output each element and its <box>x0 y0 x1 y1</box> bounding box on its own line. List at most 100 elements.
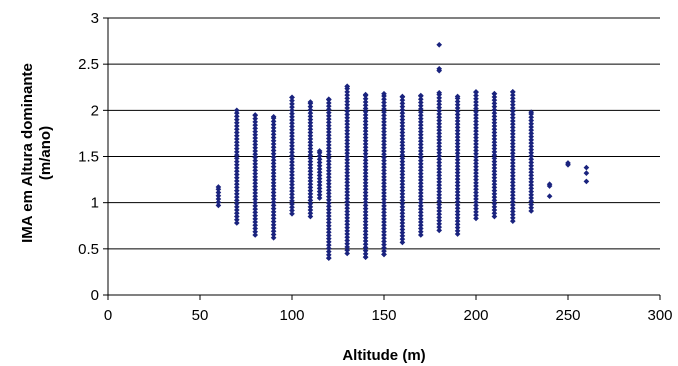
data-point <box>491 139 498 146</box>
data-point <box>436 101 443 108</box>
data-point <box>233 187 240 194</box>
data-point <box>491 187 498 194</box>
data-point <box>491 165 498 171</box>
data-point <box>417 154 424 161</box>
data-point <box>509 195 516 202</box>
data-point <box>491 100 498 107</box>
data-point <box>270 157 277 164</box>
data-point <box>491 129 498 136</box>
data-point <box>399 103 406 110</box>
data-point <box>362 215 369 222</box>
data-point <box>473 108 479 115</box>
data-point <box>307 149 314 155</box>
data-point <box>362 157 369 164</box>
data-point <box>399 123 406 129</box>
data-point <box>473 176 479 183</box>
data-point <box>307 161 314 168</box>
data-point <box>399 145 406 152</box>
data-point <box>252 193 259 200</box>
data-point <box>325 113 332 119</box>
data-point <box>307 187 314 194</box>
data-point <box>528 114 535 121</box>
data-point <box>316 188 323 195</box>
data-point <box>399 161 406 168</box>
data-point <box>344 137 351 144</box>
data-point <box>454 169 461 176</box>
data-point <box>381 167 387 174</box>
data-point <box>509 189 516 195</box>
data-point <box>509 89 516 95</box>
data-point <box>344 244 351 250</box>
data-point <box>454 153 461 160</box>
data-point <box>528 140 535 146</box>
data-point <box>528 179 535 185</box>
data-point <box>381 216 387 222</box>
data-point <box>270 137 277 144</box>
data-point <box>344 121 351 128</box>
data-point <box>252 170 259 177</box>
data-point <box>289 172 295 178</box>
data-point <box>362 115 369 122</box>
data-point <box>491 90 498 97</box>
data-point <box>381 144 387 151</box>
data-point <box>509 134 516 140</box>
data-point <box>289 143 295 149</box>
data-point <box>325 193 332 200</box>
data-point <box>509 95 516 102</box>
data-point <box>344 202 351 208</box>
data-point <box>233 129 240 136</box>
data-point <box>344 101 351 108</box>
data-point <box>325 135 332 142</box>
data-point <box>528 120 535 127</box>
data-point <box>252 135 259 141</box>
data-point <box>528 201 535 208</box>
data-point <box>307 158 314 165</box>
data-point <box>381 190 387 196</box>
data-point <box>325 255 332 261</box>
data-point <box>270 113 277 120</box>
data-point <box>252 190 259 196</box>
y-axis-title-line-2: (m/ano) <box>37 126 54 180</box>
data-point <box>289 94 295 101</box>
data-point <box>270 189 277 196</box>
data-point <box>270 192 277 199</box>
data-point <box>491 149 498 155</box>
x-axis-title: Altitude (m) <box>342 347 425 364</box>
data-point <box>509 198 516 205</box>
data-point <box>436 127 443 134</box>
data-point <box>417 203 424 209</box>
data-point <box>509 173 516 179</box>
data-point <box>316 195 323 201</box>
data-point <box>307 123 314 129</box>
data-point <box>325 132 332 139</box>
data-point <box>344 198 351 205</box>
data-point <box>381 212 387 219</box>
data-point <box>491 142 498 149</box>
data-point <box>454 166 461 173</box>
data-point <box>583 178 590 185</box>
data-point <box>509 124 516 131</box>
data-point <box>325 200 332 206</box>
data-point <box>509 105 516 111</box>
data-point <box>362 222 369 228</box>
data-point <box>491 152 498 158</box>
data-point <box>362 125 369 131</box>
data-point <box>344 156 351 163</box>
data-point <box>491 197 498 204</box>
data-point <box>509 92 516 98</box>
data-point <box>289 133 295 140</box>
data-point <box>307 213 314 220</box>
data-point <box>233 136 240 142</box>
data-point <box>307 136 314 142</box>
data-point <box>215 199 222 206</box>
data-point <box>362 173 369 180</box>
data-point <box>252 128 259 135</box>
data-point <box>399 139 406 146</box>
data-point <box>417 196 424 203</box>
data-point <box>381 122 387 128</box>
data-point <box>316 156 323 163</box>
data-point <box>417 164 424 170</box>
data-point <box>270 205 277 212</box>
data-point <box>289 123 295 130</box>
data-point <box>316 182 323 188</box>
